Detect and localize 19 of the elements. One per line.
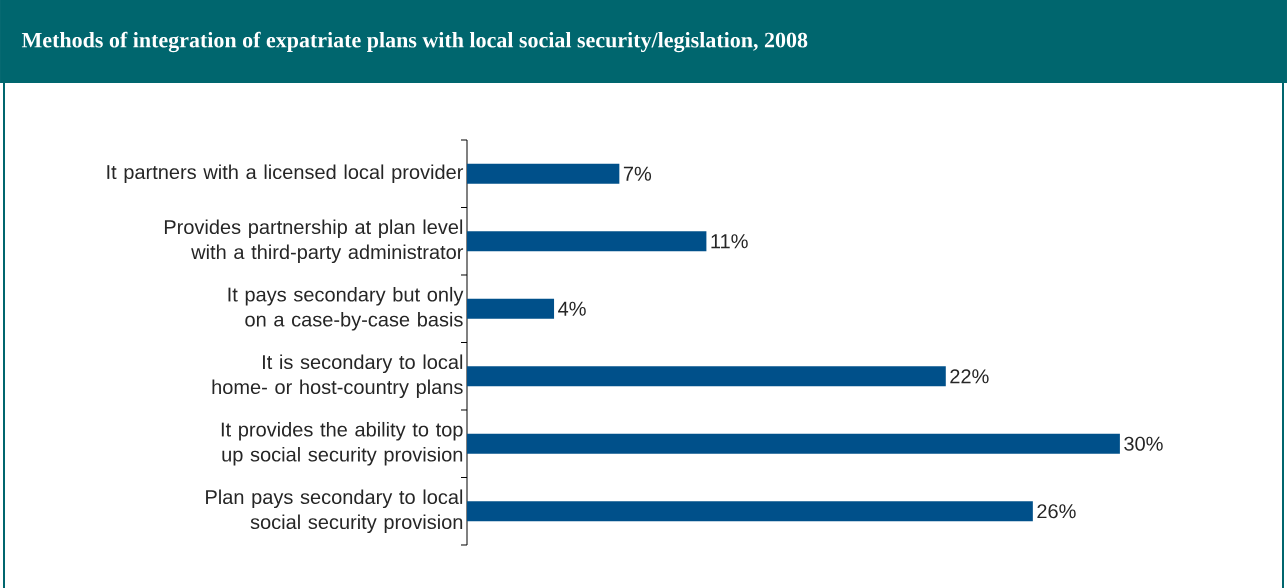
data-label: 30% (1124, 436, 1163, 451)
data-label: 26% (1037, 504, 1076, 519)
data-label: 4% (558, 301, 586, 316)
bar (467, 163, 620, 184)
bar (467, 366, 946, 387)
bar (467, 231, 707, 252)
y-tick-label: It provides the ability to top up social security provision (221, 421, 463, 466)
chart-title: Methods of integration of expatriate plans with local social security/legislation, 2008 (21, 31, 808, 53)
y-tick-label: It pays secondary but only on a case-by-case basis (228, 286, 464, 331)
y-tick-label: Plan pays secondary to local social security provision (206, 489, 463, 534)
y-tick-label: Provides partnership at plan level with a third-party administrator (164, 219, 464, 264)
bar (467, 433, 1120, 454)
bar (467, 501, 1033, 522)
data-label: 11% (711, 234, 748, 249)
data-label: 7% (623, 166, 652, 181)
bar (467, 298, 555, 319)
y-tick-label: It partners with a licensed local provider (107, 164, 464, 184)
data-label: 22% (950, 369, 989, 384)
y-tick-label: It is secondary to local home- or host-country plans (212, 354, 463, 399)
